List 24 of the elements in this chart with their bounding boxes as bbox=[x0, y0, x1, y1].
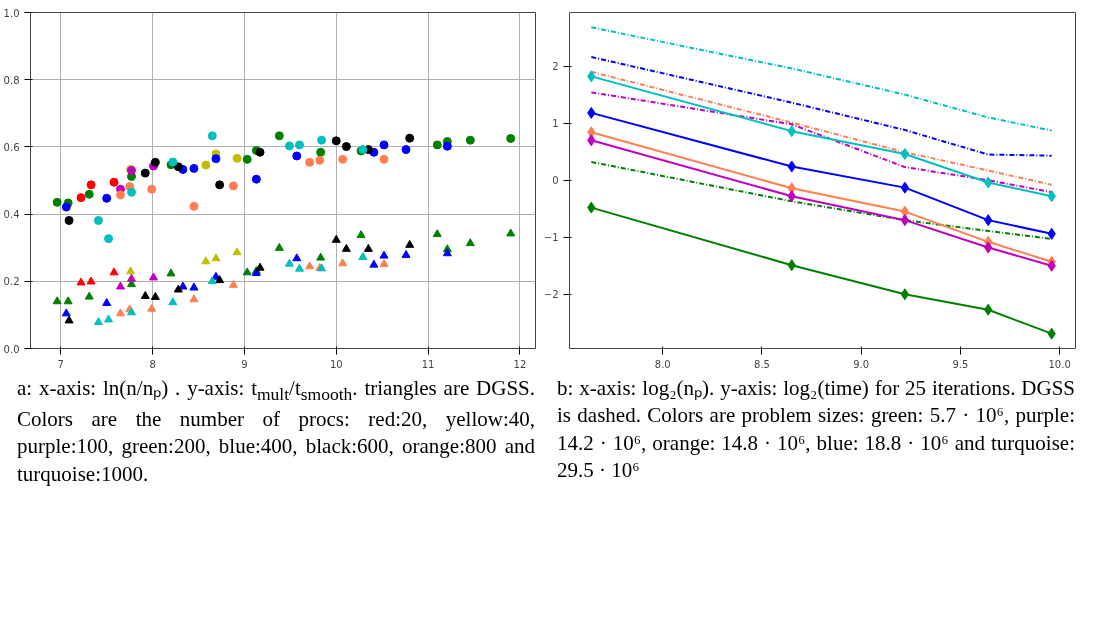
text: a: x-axis: ln(n/nₚ) . y-axis: t$_{mult}$/t$_{smooth}$. triangles are DGSS. Colors are the number of procs: red:20, yellow:40, purple:100, green:200, blue:400, black:600, orange:800 and turquoise:1000. bbox=[17, 375, 535, 488]
x-tick-label: 8 bbox=[149, 358, 156, 370]
y-tick-label: 0 bbox=[552, 175, 559, 187]
x-tick-label: 8.5 bbox=[754, 358, 770, 370]
y-tick-label: 1 bbox=[552, 118, 559, 130]
y-tick-label: 0.2 bbox=[3, 276, 20, 288]
x-tick-label: 8.0 bbox=[654, 358, 671, 370]
y-tick-label: 0.8 bbox=[3, 74, 20, 86]
y-tick-label: 0.0 bbox=[3, 343, 20, 355]
x-tick-label: 9.0 bbox=[853, 358, 870, 370]
x-tick-label: 12 bbox=[513, 358, 527, 370]
x-tick-label: 9 bbox=[241, 358, 248, 370]
y-tick-label: −2 bbox=[543, 289, 559, 301]
x-tick-label: 10 bbox=[329, 358, 343, 370]
y-tick-label: 0.4 bbox=[3, 209, 20, 221]
y-tick-label: 2 bbox=[552, 61, 559, 73]
x-tick-label: 9.5 bbox=[952, 358, 969, 370]
y-tick-label: 1.0 bbox=[3, 7, 20, 19]
y-tick-label: 0.6 bbox=[3, 141, 20, 153]
x-tick-label: 11 bbox=[421, 358, 435, 370]
text: b: x-axis: log₂(nₚ). y-axis: log₂(time) for 25 iterations. DGSS is dashed. Colors are problem sizes: green: 5.7 · 10⁶, purple: 14.2 · 10⁶, orange: 14.8 · 10⁶, blue: 18.8 · 10⁶ and turquoise: 29.5 · 10⁶ bbox=[557, 375, 1075, 484]
x-tick-label: 7 bbox=[57, 358, 64, 370]
y-tick-label: −1 bbox=[543, 232, 559, 244]
x-tick-label: 10.0 bbox=[1048, 358, 1071, 370]
